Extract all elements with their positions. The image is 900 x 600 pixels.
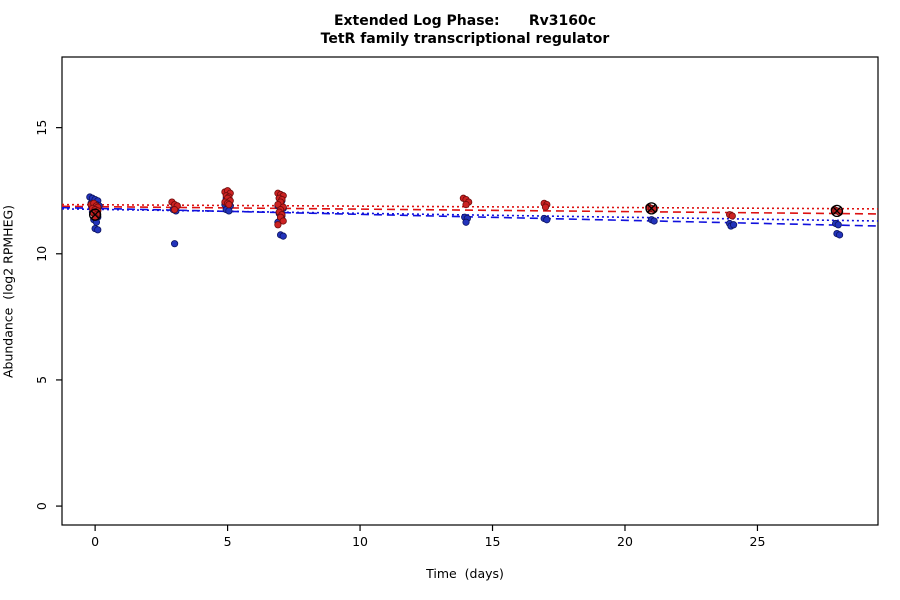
svg-text:25: 25 [750, 534, 766, 549]
y-axis-ticks: 0 5 10 15 [34, 120, 62, 510]
svg-text:20: 20 [617, 534, 633, 549]
svg-text:5: 5 [224, 534, 232, 549]
x-axis-ticks: 0 5 10 15 20 25 [91, 525, 765, 549]
trend-lines [61, 203, 879, 227]
x-axis-label: Time (days) [426, 566, 504, 581]
svg-text:15: 15 [485, 534, 501, 549]
chart-subtitle: TetR family transcriptional regulator [320, 31, 610, 47]
plot-box [61, 56, 879, 526]
special-markers [88, 202, 844, 221]
svg-text:10: 10 [352, 534, 368, 549]
trend-line-red-dashed [61, 205, 879, 215]
svg-text:0: 0 [91, 534, 99, 549]
trend-line-red-dotted [61, 203, 879, 210]
svg-text:10: 10 [34, 246, 49, 262]
svg-text:5: 5 [34, 376, 49, 384]
svg-text:0: 0 [34, 502, 49, 510]
title-block: Extended Log Phase: Rv3160c TetR family … [0, 12, 900, 48]
chart-title: Extended Log Phase: Rv3160c [333, 13, 597, 29]
y-axis-label: Abundance (log2 RPMHEG) [0, 204, 16, 379]
svg-text:15: 15 [34, 120, 49, 136]
